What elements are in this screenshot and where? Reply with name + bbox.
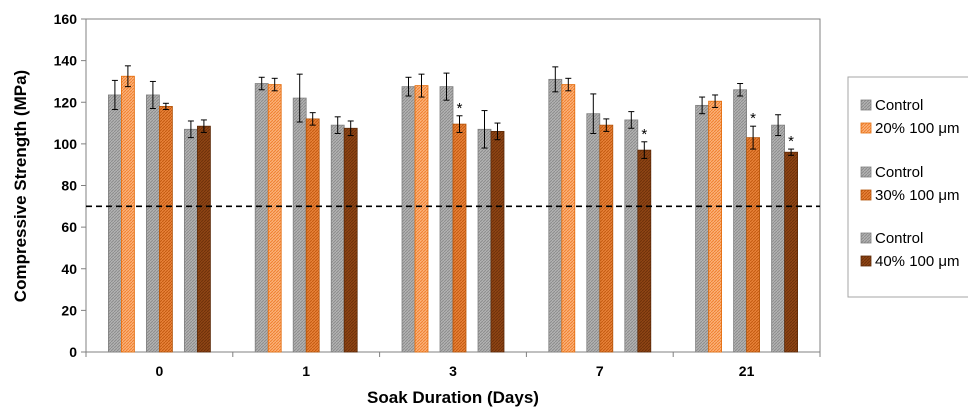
bar	[330, 124, 345, 353]
bar	[695, 104, 709, 353]
bar	[292, 97, 307, 353]
legend-label: 20% 100 μm	[875, 120, 960, 137]
legend-label: Control	[875, 230, 923, 247]
bar	[343, 127, 358, 353]
significance-marker: *	[750, 110, 756, 127]
x-tick-label: 21	[739, 363, 755, 379]
y-axis-title: Compressive Strength (MPa)	[11, 70, 30, 302]
y-tick-label: 80	[61, 178, 77, 194]
bar	[108, 94, 122, 353]
x-tick-label: 3	[449, 363, 457, 379]
significance-marker: *	[457, 100, 463, 117]
bar	[183, 128, 198, 353]
x-tick-label: 7	[596, 363, 604, 379]
bar	[196, 125, 211, 353]
bar	[267, 84, 282, 353]
bar	[145, 94, 160, 353]
legend-swatch	[860, 189, 872, 201]
bar	[158, 106, 173, 353]
bar	[784, 151, 798, 353]
bar	[771, 124, 785, 353]
y-tick-label: 120	[54, 94, 78, 110]
x-axis-ticks: 0 1 3 7 21	[85, 352, 821, 379]
legend-label: 40% 100 μm	[875, 253, 960, 270]
x-tick-label: 0	[156, 363, 164, 379]
legend-swatch	[860, 99, 872, 111]
x-axis-title: Soak Duration (Days)	[367, 388, 539, 407]
legend-label: 30% 100 μm	[875, 187, 960, 204]
y-tick-label: 60	[61, 219, 77, 235]
y-axis-ticks: 0 20 40 60 80 100 120 140 160	[54, 11, 86, 360]
bar	[401, 86, 416, 353]
bar	[121, 75, 135, 353]
bar	[624, 119, 639, 353]
y-tick-label: 140	[54, 53, 78, 69]
legend-swatch	[860, 255, 872, 267]
bar-series: * * * *	[108, 65, 798, 353]
legend-swatch	[860, 122, 872, 134]
y-tick-label: 20	[61, 302, 77, 318]
significance-marker: *	[788, 133, 794, 150]
bar	[733, 89, 747, 353]
bar	[490, 130, 505, 353]
bar	[746, 137, 760, 353]
y-tick-label: 40	[61, 261, 77, 277]
legend-swatch	[860, 232, 872, 244]
x-tick-label: 1	[302, 363, 310, 379]
bar	[548, 78, 563, 353]
bar	[414, 85, 429, 353]
bar	[637, 149, 652, 353]
bar	[708, 100, 722, 353]
bar	[439, 86, 454, 353]
legend-label: Control	[875, 97, 923, 114]
bar	[452, 123, 467, 353]
significance-marker: *	[641, 126, 647, 143]
bar	[254, 83, 269, 353]
legend: Control 20% 100 μm Control 30% 100 μm Contro…	[860, 97, 960, 270]
legend-label: Control	[875, 164, 923, 181]
bar	[305, 118, 320, 353]
bar	[599, 124, 614, 353]
bar	[561, 84, 576, 353]
bar	[586, 113, 601, 353]
y-tick-label: 0	[69, 344, 77, 360]
bar	[477, 128, 492, 353]
y-tick-label: 100	[54, 136, 78, 152]
y-tick-label: 160	[54, 11, 78, 27]
legend-swatch	[860, 166, 872, 178]
